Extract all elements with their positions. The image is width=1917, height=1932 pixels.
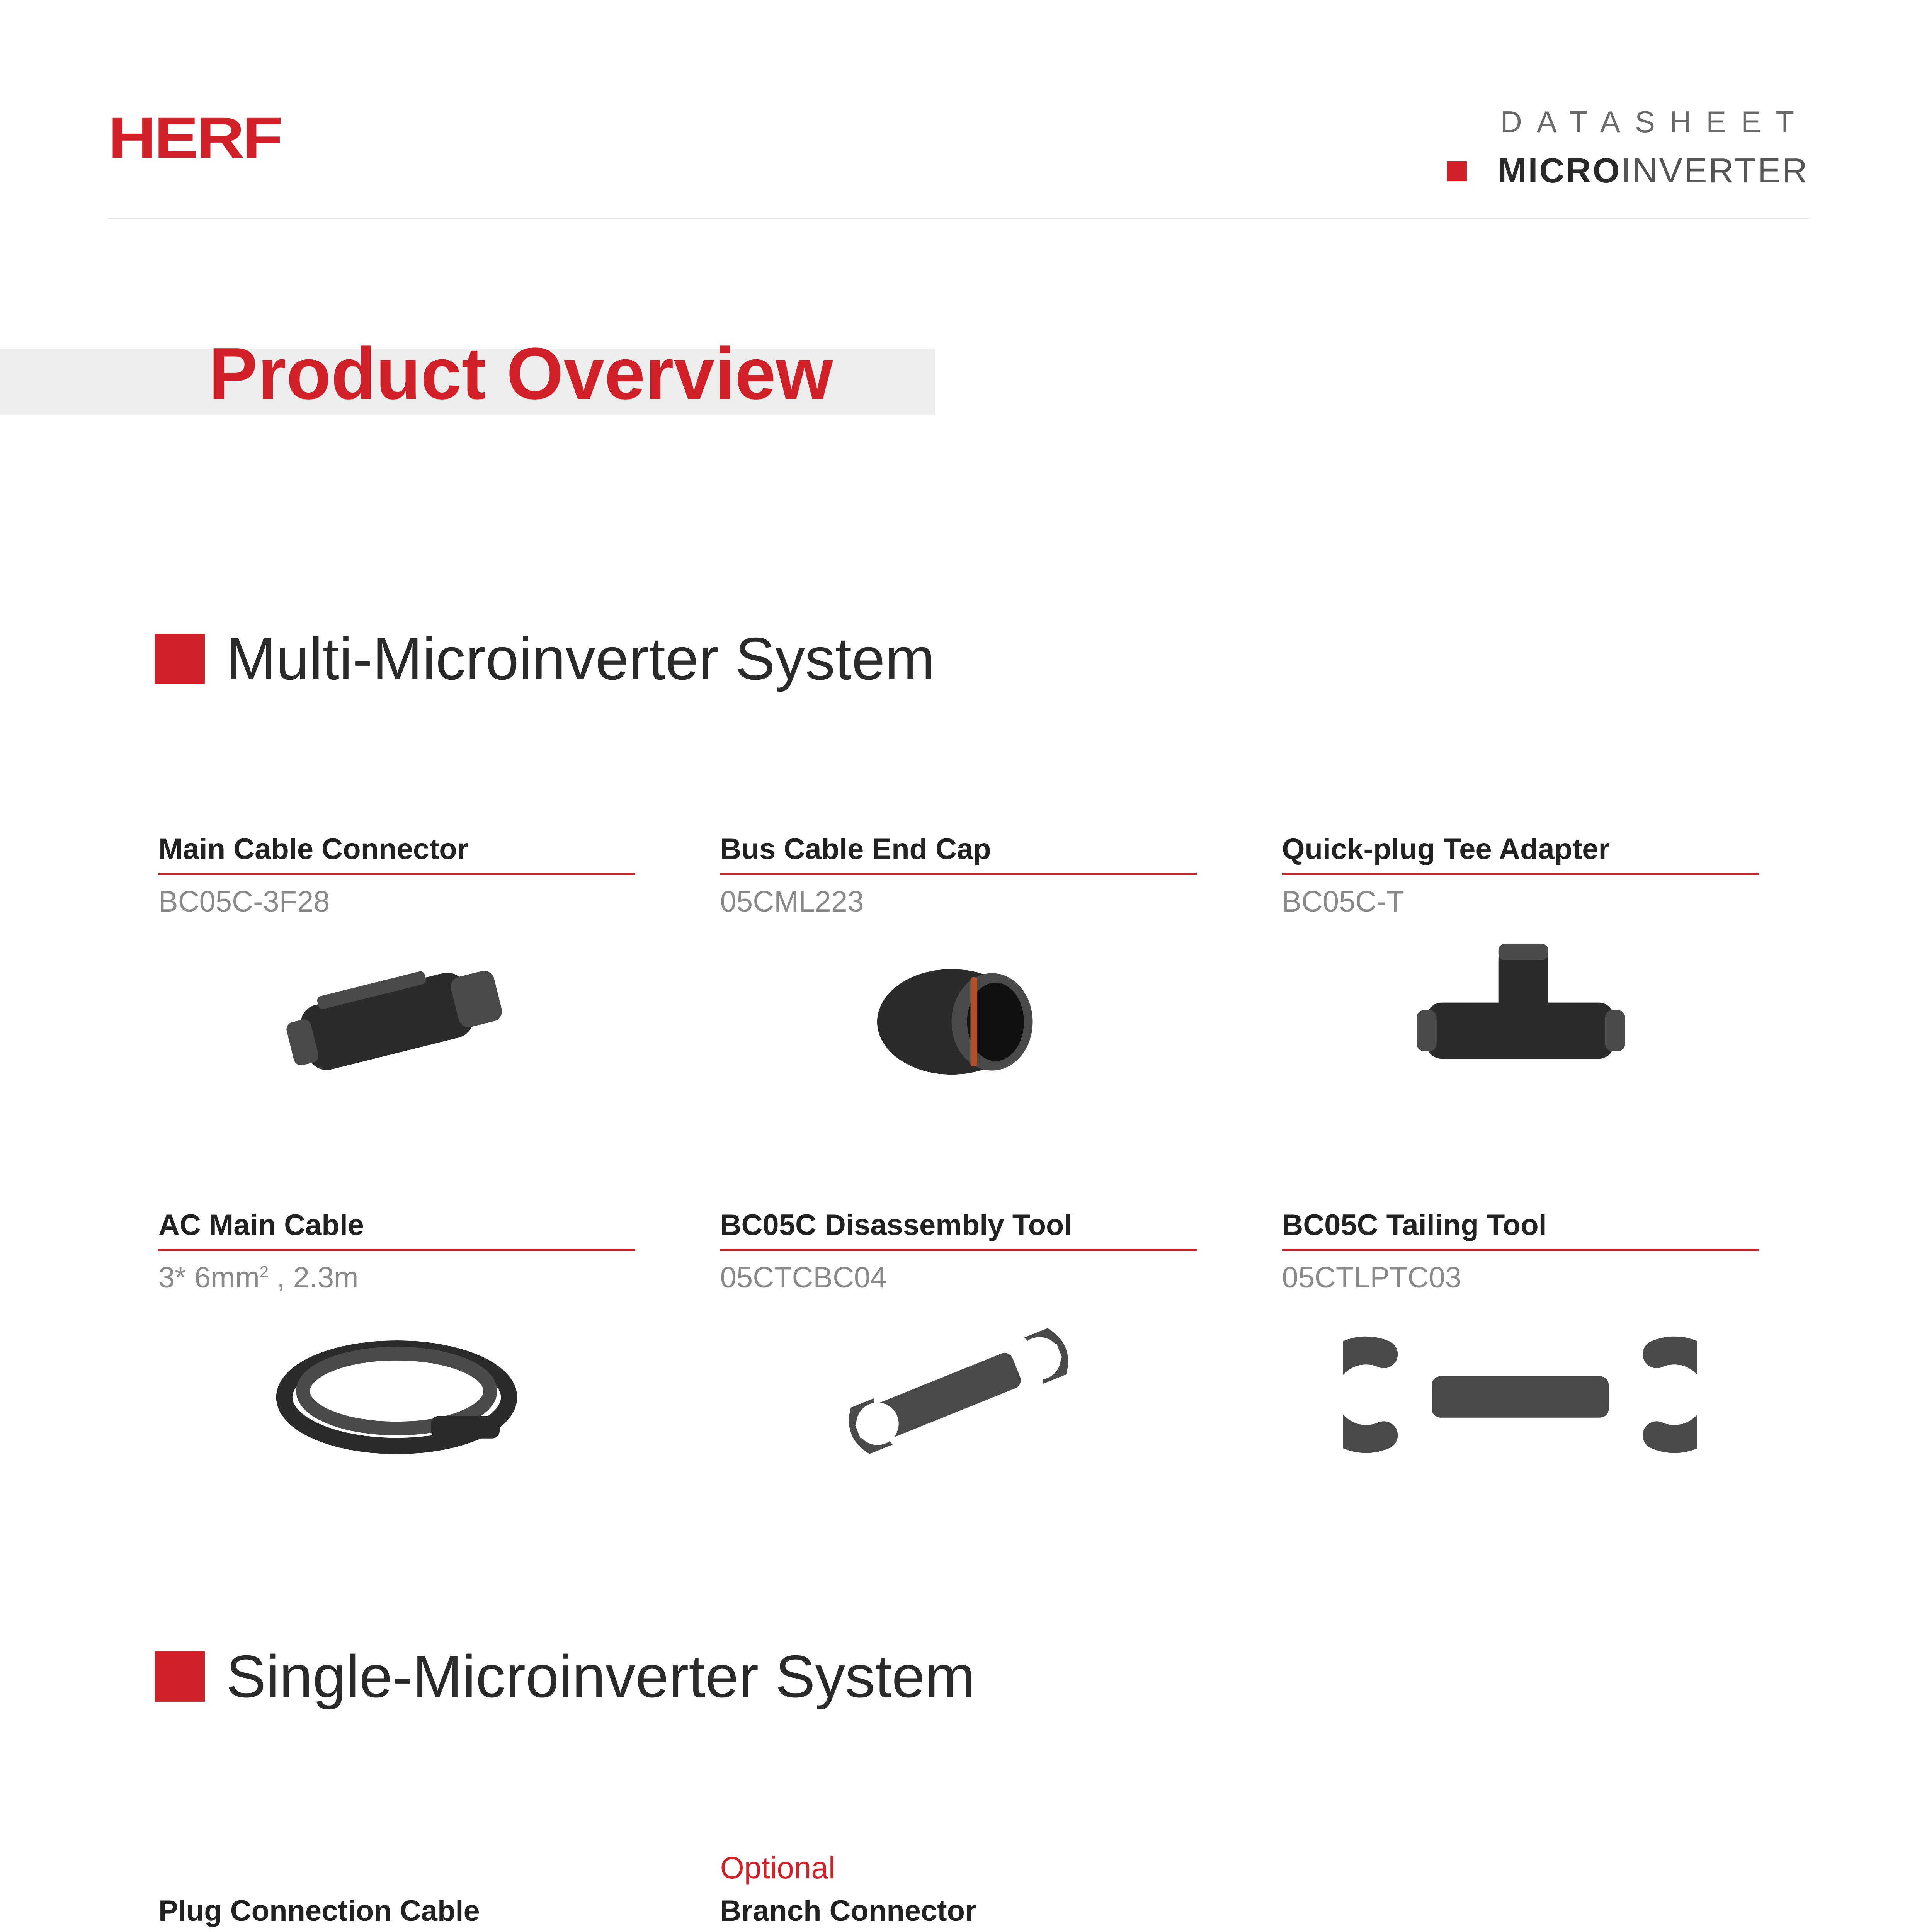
product-image [1282, 1310, 1759, 1472]
product-card: OptionalBranch Connector BC05C-BR3M [720, 1850, 1197, 1932]
section-title: Single-Microinverter System [226, 1642, 975, 1711]
product-card: Quick-plug Tee Adapter BC05C-T [1282, 832, 1759, 1096]
accent-square-icon [1447, 161, 1467, 181]
product-name: BC05C Tailing Tool [1282, 1208, 1759, 1251]
optional-label: Optional [720, 1850, 1197, 1885]
product-line-label: MICROINVERTER [1498, 151, 1809, 191]
product-name: Bus Cable End Cap [720, 832, 1197, 875]
product-code: BC05C-3F28 [158, 885, 635, 918]
product-name: AC Main Cable [158, 1208, 635, 1251]
section-title: Multi-Microinverter System [226, 624, 935, 693]
product-code: 05CML223 [720, 885, 1197, 918]
product-card: Bus Cable End Cap 05CML223 [720, 832, 1197, 1096]
section: Single-Microinverter System .Plug Connect… [108, 1642, 1809, 1932]
product-card: BC05C Tailing Tool 05CTLPTC03 [1282, 1208, 1759, 1472]
section-heading: Multi-Microinverter System [155, 624, 1809, 693]
brand-logo: HERF [108, 104, 281, 171]
bullet-square-icon [155, 1651, 205, 1702]
product-grid: .Plug Connection Cable 5m Optional Branch… [108, 1850, 1809, 1932]
product-card: .Plug Connection Cable 5m [158, 1850, 635, 1932]
section: Multi-Microinverter System Main Cable Con… [108, 624, 1809, 1472]
product-card: BC05C Disassembly Tool 05CTCBC04 [720, 1208, 1197, 1472]
product-image [158, 934, 635, 1096]
product-card: AC Main Cable 3* 6mm2 , 2.3m [158, 1208, 635, 1472]
product-name: BC05C Disassembly Tool [720, 1208, 1197, 1251]
product-code: 05CTLPTC03 [1282, 1261, 1759, 1294]
bullet-square-icon [155, 634, 205, 684]
header: HERF DATASHEET MICROINVERTER [108, 104, 1809, 219]
product-image [720, 1310, 1197, 1472]
product-name: Branch Connector [720, 1894, 1197, 1932]
product-code: 3* 6mm2 , 2.3m [158, 1261, 635, 1294]
product-name: Main Cable Connector [158, 832, 635, 875]
product-name: Plug Connection Cable [158, 1894, 635, 1932]
section-heading: Single-Microinverter System [155, 1642, 1809, 1711]
product-code: 05CTCBC04 [720, 1261, 1197, 1294]
product-grid: Main Cable Connector BC05C-3F28 Bus Cabl… [108, 832, 1809, 1472]
datasheet-label: DATASHEET [1447, 104, 1809, 139]
title-block: Product Overview [108, 332, 1809, 416]
product-image [158, 1310, 635, 1472]
product-code: BC05C-T [1282, 885, 1759, 918]
product-image [1282, 934, 1759, 1096]
product-image [720, 934, 1197, 1096]
product-card: Main Cable Connector BC05C-3F28 [158, 832, 635, 1096]
header-meta: DATASHEET MICROINVERTER [1447, 104, 1809, 191]
product-name: Quick-plug Tee Adapter [1282, 832, 1759, 875]
page-title: Product Overview [209, 332, 1809, 416]
